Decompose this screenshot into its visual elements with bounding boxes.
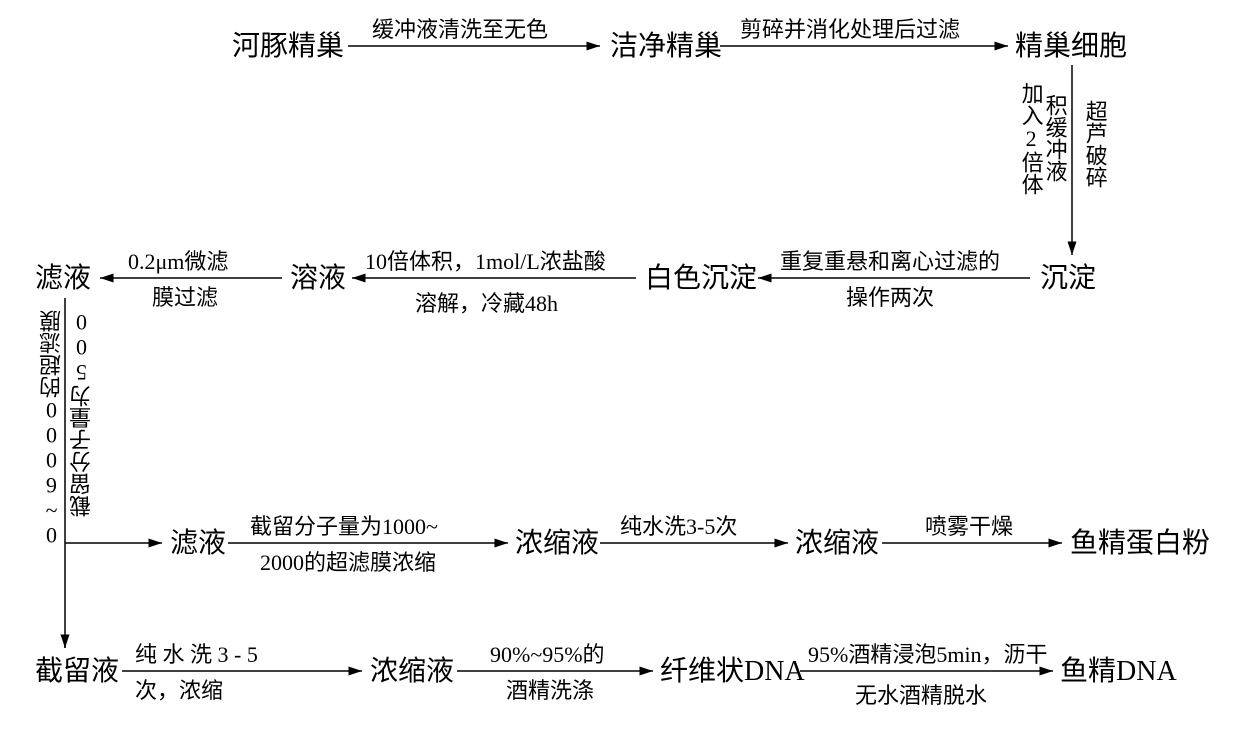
node-fibrous-dna: 纤维状DNA xyxy=(660,655,805,689)
flowchart-diagram: 河豚精巢 洁净精巢 精巢细胞 沉淀 白色沉淀 溶液 滤液 滤液 浓缩液 浓缩液 … xyxy=(0,0,1240,735)
edge-uf-concentrate-top: 截留分子量为1000~ xyxy=(250,513,438,542)
node-retentate: 截留液 xyxy=(35,655,119,689)
node-filtrate-2: 滤液 xyxy=(170,527,226,561)
edge-ultrasonic: 超芦破碎 xyxy=(1080,100,1109,188)
node-white-precipitate: 白色沉淀 xyxy=(645,262,757,296)
edge-buffer-wash: 缓冲液清洗至无色 xyxy=(372,16,548,45)
edge-water-wash-1: 纯水洗3-5次 xyxy=(620,513,737,542)
node-filtrate-1: 滤液 xyxy=(35,262,91,296)
edge-microfilter-top: 0.2μm微滤 xyxy=(128,248,228,277)
edge-add-buffer-bot: 积缓冲液 xyxy=(1040,94,1069,182)
edge-repeat-resuspend-bot: 操作两次 xyxy=(846,284,934,313)
node-concentrate-2: 浓缩液 xyxy=(795,527,879,561)
edge-ultrafilter-right: 0~6000的超滤膜 xyxy=(38,310,67,548)
node-solution: 溶液 xyxy=(290,262,346,296)
edge-alcohol-wash-top: 90%~95%的 xyxy=(490,641,605,670)
node-concentrate-1: 浓缩液 xyxy=(515,527,599,561)
edge-microfilter-bot: 膜过滤 xyxy=(152,284,218,313)
edge-alcohol-soak-top: 95%酒精浸泡5min，沥干 xyxy=(808,641,1048,670)
edge-water-wash-2-bot: 次，浓缩 xyxy=(135,677,223,706)
node-testis-cells: 精巢细胞 xyxy=(1015,30,1127,64)
edge-ultrafilter-left: 截留分子量为500 xyxy=(68,310,97,517)
node-fish-sperm-dna: 鱼精DNA xyxy=(1060,655,1177,689)
node-precipitate: 沉淀 xyxy=(1040,262,1096,296)
node-concentrate-3: 浓缩液 xyxy=(370,655,454,689)
edge-repeat-resuspend-top: 重复重悬和离心过滤的 xyxy=(780,248,1000,277)
node-source-testis: 河豚精巢 xyxy=(232,30,344,64)
edge-mince-digest: 剪碎并消化处理后过滤 xyxy=(740,16,960,45)
edge-spray-dry: 喷雾干燥 xyxy=(925,513,1013,542)
edge-hcl-dissolve-top: 10倍体积，1mol/L浓盐酸 xyxy=(365,248,606,277)
node-protamine-powder: 鱼精蛋白粉 xyxy=(1070,527,1210,561)
edge-alcohol-soak-bot: 无水酒精脱水 xyxy=(855,682,987,711)
edge-hcl-dissolve-bot: 溶解，冷藏48h xyxy=(415,290,558,319)
edge-alcohol-wash-bot: 酒精洗涤 xyxy=(506,677,594,706)
edge-uf-concentrate-bot: 2000的超滤膜浓缩 xyxy=(260,549,436,578)
edge-water-wash-2-top: 纯 水 洗 3 - 5 xyxy=(135,641,258,670)
node-clean-testis: 洁净精巢 xyxy=(610,30,722,64)
